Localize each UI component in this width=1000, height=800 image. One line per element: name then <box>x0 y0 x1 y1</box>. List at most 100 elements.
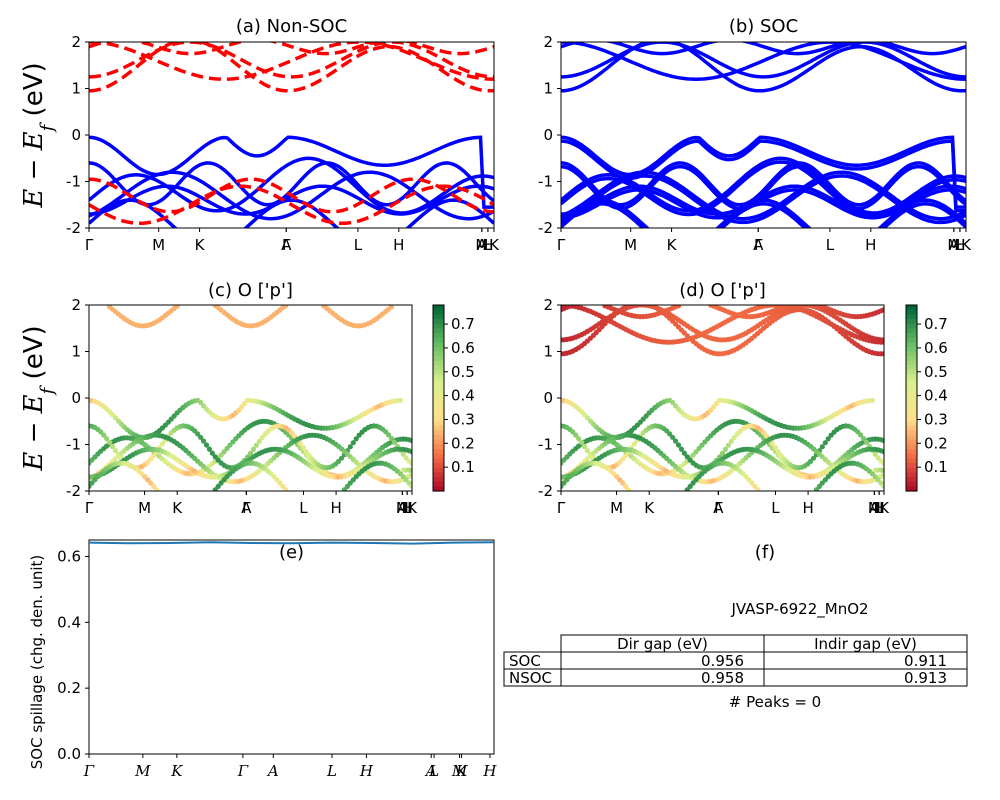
ytick-label: 0.6 <box>57 547 81 565</box>
band-point <box>203 442 210 448</box>
xtick-label: M <box>451 762 468 780</box>
colorbar-segment <box>906 323 917 329</box>
colorbar-segment <box>433 309 444 315</box>
colorbar-segment <box>433 439 444 446</box>
xtick-label: L <box>484 236 493 254</box>
colorbar-segment <box>906 477 917 483</box>
xtick-label: L <box>956 236 965 254</box>
ytick-label: 0 <box>543 389 553 407</box>
projected-bands <box>561 305 884 491</box>
colorbar-segment <box>906 360 917 367</box>
band-point <box>195 431 201 437</box>
band-point <box>731 434 737 441</box>
valence-band-line <box>561 184 966 216</box>
colorbar-segment <box>433 328 444 334</box>
ytick-label: -2 <box>538 482 553 500</box>
xtick-label: Γ <box>85 499 94 517</box>
xtick-label: M <box>152 236 165 254</box>
colorbar-segment <box>906 305 917 311</box>
band-point <box>631 441 638 447</box>
ytick-label: 0 <box>71 126 81 144</box>
colorbar-segment <box>433 332 444 339</box>
colorbar-segment <box>906 379 917 385</box>
colorbar-segment <box>906 356 917 362</box>
xtick-label: M <box>475 236 488 254</box>
band-point <box>209 450 215 456</box>
band-point <box>409 461 412 467</box>
valence-band-line-split <box>561 174 966 225</box>
band-point <box>409 483 412 489</box>
spillage-line <box>88 541 495 545</box>
panel-f-title: (f) <box>755 542 775 563</box>
band-point <box>403 455 409 461</box>
ylabel-unit: (eV) <box>19 62 49 124</box>
ytick-label: 1 <box>71 80 81 98</box>
xtick-label: L <box>326 762 337 780</box>
band-point <box>819 444 825 450</box>
colorbar-segment <box>433 444 444 450</box>
colorbar-segment <box>906 374 917 380</box>
colorbar-segment <box>906 388 917 394</box>
xtick-label: A <box>397 499 408 517</box>
band-point <box>722 446 729 452</box>
band-point <box>816 483 823 489</box>
band-point <box>881 471 884 477</box>
xtick-label: Γ <box>754 236 763 254</box>
band-point <box>620 480 626 486</box>
table-cell-indir: 0.913 <box>904 669 947 687</box>
panel-e-title: (e) <box>279 542 304 563</box>
colorbar-segment <box>433 314 444 320</box>
band-point <box>678 446 685 452</box>
table-row-label: NSOC <box>509 669 552 687</box>
colorbar-segment <box>433 393 444 399</box>
ytick-label: 1 <box>543 343 553 361</box>
xtick-label: A <box>753 236 764 254</box>
xtick-label: A <box>869 499 880 517</box>
band-point <box>711 404 717 410</box>
colorbar-segment <box>906 314 917 320</box>
colorbar-segment <box>433 388 444 394</box>
xtick-label: A <box>424 762 437 780</box>
colorbar-tick-label: 0.7 <box>451 315 475 333</box>
band-point <box>291 433 298 439</box>
xtick-label: Γ <box>237 762 249 780</box>
band-point <box>250 446 256 452</box>
band-point <box>579 439 585 445</box>
band-point <box>297 441 303 447</box>
colorbar-segment <box>433 472 444 478</box>
xtick-label: Γ <box>83 762 95 780</box>
projected-bands <box>89 305 412 491</box>
band-point <box>306 452 312 459</box>
xtick-label: M <box>396 499 409 517</box>
xtick-label: Γ <box>85 236 94 254</box>
band-point <box>725 442 732 448</box>
ytick-label: 2 <box>543 296 553 314</box>
band-point <box>881 467 884 473</box>
xtick-label: L <box>826 236 835 254</box>
valence-band-line <box>89 156 494 215</box>
colorbar-tick-label: 0.4 <box>451 387 475 405</box>
xtick-label: M <box>868 499 881 517</box>
colorbar-segment <box>906 449 917 455</box>
ytick-label: 0.4 <box>57 613 81 631</box>
conduction-band-line <box>89 42 494 81</box>
colorbar-tick-label: 0.6 <box>451 339 475 357</box>
xtick-label: A <box>281 236 292 254</box>
colorbar-segment <box>906 393 917 399</box>
valence-band-line <box>561 161 966 207</box>
xtick-label: L <box>771 499 780 517</box>
xtick-label: K <box>961 236 972 254</box>
band-point <box>350 440 356 446</box>
colorbar-tick-label: 0.5 <box>924 363 948 381</box>
band-point <box>699 442 705 448</box>
colorbar-segment <box>906 318 917 325</box>
colorbar-segment <box>906 486 917 492</box>
band-point <box>623 453 629 459</box>
xtick-label: K <box>667 236 678 254</box>
band-ylabel: E − Ef (eV) <box>19 62 58 208</box>
colorbar-segment <box>906 365 917 371</box>
band-point <box>752 483 758 489</box>
xtick-label: L <box>299 499 308 517</box>
colorbar-segment <box>906 467 917 473</box>
xtick-label: Γ <box>557 236 566 254</box>
